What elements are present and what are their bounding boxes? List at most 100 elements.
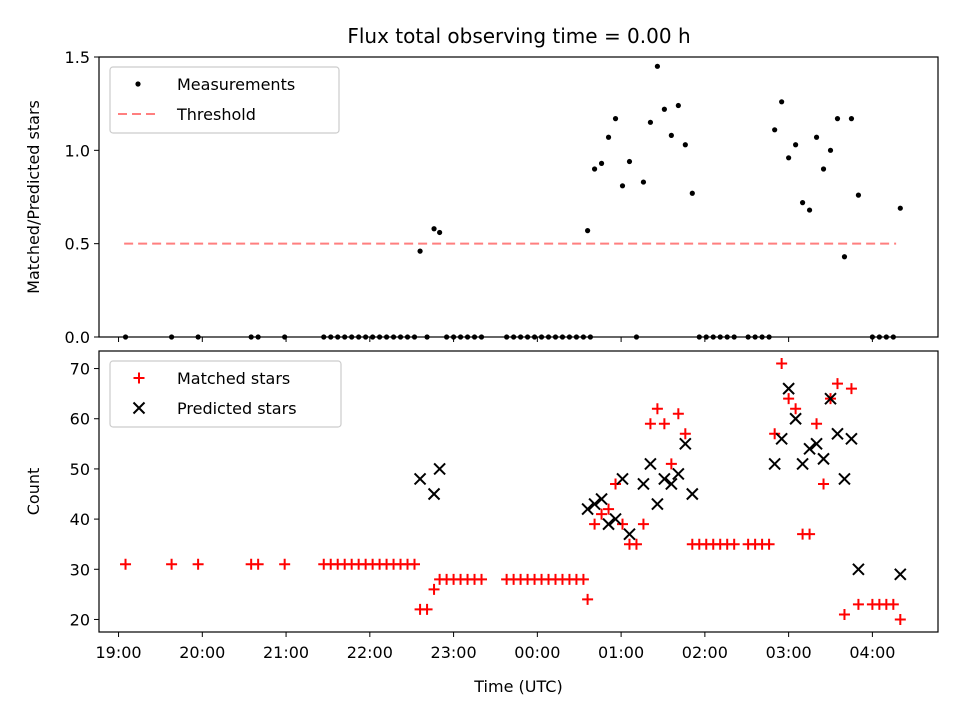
measurement-point — [585, 228, 591, 234]
y-tick-label: 0.5 — [65, 235, 90, 254]
predicted-star-point — [679, 437, 692, 451]
matched-star-point — [476, 573, 488, 585]
measurement-point — [431, 226, 437, 232]
predicted-star-point — [810, 437, 823, 451]
matched-star-point — [831, 378, 843, 390]
plot-frame — [98, 350, 939, 633]
matched-star-point — [637, 518, 649, 530]
measurement-point — [772, 127, 778, 133]
measurement-point — [619, 183, 626, 189]
measurement-point — [813, 134, 820, 140]
legend-predicted-marker — [132, 401, 146, 415]
legend-measurement-marker — [135, 81, 141, 87]
matched-star-point — [672, 408, 684, 420]
matched-star-point — [428, 583, 440, 595]
measurement-point — [848, 116, 855, 122]
legend-label: Measurements — [177, 75, 295, 94]
matched-star-point — [589, 518, 601, 530]
matched-star-point — [818, 478, 830, 490]
predicted-star-point — [782, 382, 795, 395]
matched-star-point — [651, 403, 663, 415]
predicted-star-point — [824, 392, 837, 405]
predicted-star-point — [413, 472, 427, 486]
matched-star-point — [728, 538, 740, 550]
predicted-star-point — [637, 477, 650, 491]
predicted-star-point — [672, 467, 685, 481]
y-tick-label: 20 — [70, 610, 90, 629]
y-tick-label: 40 — [70, 510, 90, 529]
measurement-point — [640, 179, 647, 185]
x-tick-label: 04:00 — [849, 643, 895, 662]
matched-star-point — [644, 418, 656, 430]
matched-star-point — [577, 573, 589, 585]
matched-star-point — [408, 558, 420, 570]
matched-star-point — [279, 558, 291, 570]
measurement-point — [689, 190, 695, 196]
legend: Matched stars Predicted stars — [109, 360, 342, 428]
legend-matched-marker — [133, 372, 145, 384]
measurement-point — [799, 200, 806, 206]
measurement-point — [806, 207, 813, 213]
predicted-star-point — [588, 497, 601, 511]
matched-star-point — [845, 383, 857, 395]
measurement-point — [779, 99, 785, 105]
predicted-star-point — [796, 457, 809, 471]
legend-label: Threshold — [176, 105, 256, 124]
matched-star-point — [811, 418, 823, 430]
measurement-point — [793, 142, 799, 148]
predicted-star-point — [581, 502, 594, 516]
measurement-point — [598, 160, 605, 166]
y-tick-label: 60 — [70, 410, 90, 429]
x-tick-label: 21:00 — [263, 643, 309, 662]
predicted-star-point — [852, 563, 865, 576]
x-tick-label: 19:00 — [95, 643, 141, 662]
matched-star-point — [658, 418, 670, 430]
measurement-point — [827, 147, 834, 153]
predicted-star-point — [427, 487, 441, 501]
matched-star-point — [120, 558, 132, 570]
predicted-star-point — [658, 472, 671, 486]
matched-star-point — [852, 598, 864, 610]
measurement-point — [675, 102, 681, 109]
legend: Measurements Threshold — [109, 66, 340, 134]
matched-star-point — [421, 603, 433, 615]
predicted-star-point — [817, 452, 830, 466]
bottom-panel: 20 30 40 50 60 70 19:00 20:00 21:00 22:00 23:00 00:… — [24, 350, 939, 696]
matched-star-point — [887, 598, 899, 610]
x-tick-label: 22:00 — [347, 643, 393, 662]
matched-star-point — [596, 508, 608, 520]
predicted-star-point — [609, 512, 622, 526]
measurement-point — [841, 254, 848, 260]
predicted-star-point — [894, 568, 907, 581]
y-tick-label: 1.5 — [65, 48, 90, 67]
predicted-star-point — [623, 527, 636, 541]
y-axis-title: Count — [24, 468, 43, 516]
plot-frame — [98, 56, 939, 338]
predicted-star-point — [651, 497, 664, 511]
y-tick-label: 50 — [70, 460, 90, 479]
x-axis-title: Time (UTC) — [473, 677, 562, 696]
measurement-point — [820, 166, 827, 172]
matched-star-point — [192, 558, 204, 570]
matched-star-point — [838, 608, 850, 620]
matched-star-point — [776, 358, 788, 370]
predicted-star-point — [838, 472, 851, 486]
matched-star-point — [679, 428, 691, 440]
x-tick-label: 23:00 — [431, 643, 477, 662]
matched-star-point — [769, 428, 781, 440]
matched-star-point — [783, 393, 795, 405]
predicted-star-point — [686, 487, 699, 501]
legend-box — [109, 360, 342, 428]
y-tick-label: 30 — [70, 560, 90, 579]
predicted-star-point — [845, 432, 858, 446]
chart-title: Flux total observing time = 0.00 h — [347, 24, 690, 48]
measurement-point — [626, 158, 633, 165]
legend-label: Matched stars — [177, 369, 290, 388]
legend-box — [109, 66, 340, 134]
matched-star-point — [790, 403, 802, 415]
measurement-point — [897, 205, 903, 211]
measurement-point — [417, 248, 423, 254]
predicted-star-point — [616, 472, 629, 486]
x-tick-label: 01:00 — [598, 643, 644, 662]
